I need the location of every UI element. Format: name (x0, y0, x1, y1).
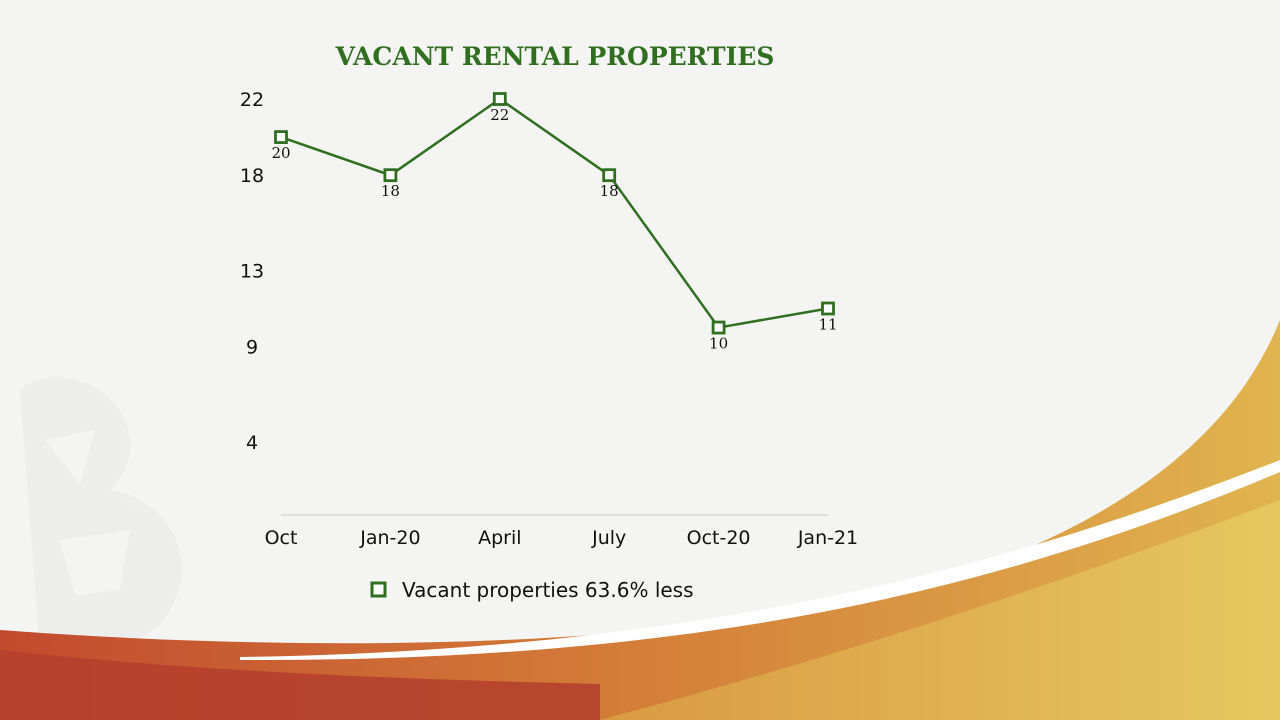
y-axis-ticks: 4 9 13 18 22 (240, 89, 264, 454)
watermark-logo (20, 377, 182, 654)
series-line (280, 97, 829, 329)
legend-label: Vacant properties 63.6% less (402, 578, 694, 602)
data-label: 20 (271, 144, 290, 162)
x-tick-label: Jan-21 (797, 527, 858, 549)
series-marker (274, 130, 288, 144)
wave-white-stripe (240, 460, 1280, 661)
series-marker (711, 320, 726, 335)
series-marker (492, 92, 507, 106)
y-tick-label: 13 (240, 260, 264, 282)
legend: Vacant properties 63.6% less (370, 578, 694, 602)
data-labels: 20 18 22 18 10 11 (271, 106, 837, 353)
y-tick-label: 22 (240, 89, 264, 111)
series-marker (602, 168, 617, 183)
series-markers (274, 92, 835, 335)
y-tick-label: 4 (246, 432, 258, 454)
series-marker (821, 301, 835, 316)
y-tick-label: 18 (240, 165, 264, 187)
data-label: 11 (818, 316, 837, 334)
wave-red (0, 650, 600, 720)
x-tick-label: Jan-20 (359, 527, 420, 549)
x-tick-label: Oct (265, 527, 298, 549)
x-tick-label: July (591, 527, 626, 549)
wave-gold (600, 500, 1280, 720)
y-tick-label: 9 (246, 337, 258, 359)
chart-title: VACANT RENTAL PROPERTIES (335, 42, 775, 71)
data-label: 22 (490, 106, 509, 124)
data-label: 10 (709, 335, 728, 353)
data-label: 18 (381, 182, 400, 200)
series-marker (383, 168, 398, 183)
x-tick-label: April (478, 527, 521, 549)
data-label: 18 (600, 182, 619, 200)
x-tick-label: Oct-20 (687, 527, 751, 549)
legend-marker-icon (370, 581, 387, 598)
x-axis-ticks: Oct Jan-20 April July Oct-20 Jan-21 (265, 527, 859, 549)
